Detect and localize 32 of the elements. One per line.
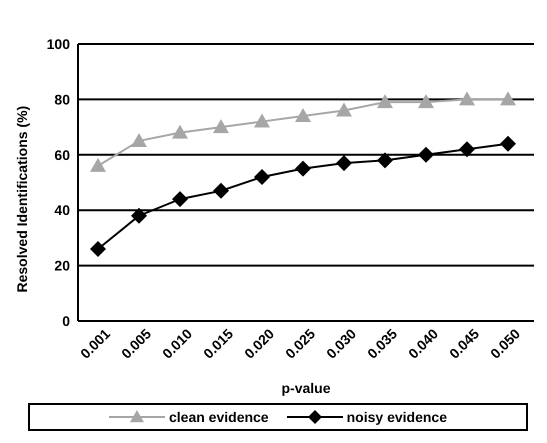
point: [295, 108, 311, 122]
point: [377, 152, 393, 168]
point: [336, 155, 352, 172]
y-tick-label: 60: [54, 146, 70, 163]
point: [90, 158, 106, 172]
point: [377, 94, 393, 108]
point: [213, 182, 229, 199]
point: [172, 191, 188, 208]
y-tick-label: 100: [46, 36, 70, 52]
point: [131, 132, 147, 147]
point: [90, 240, 106, 257]
point: [172, 124, 188, 139]
y-tick-label: 80: [54, 91, 70, 108]
y-tick-label: 40: [54, 202, 70, 218]
point: [131, 208, 147, 224]
y-tick-label: 0: [62, 312, 70, 329]
point: [254, 168, 270, 185]
point: [295, 160, 311, 177]
point: [418, 94, 434, 108]
point: [500, 91, 516, 106]
y-tick-label: 20: [54, 258, 70, 274]
point: [459, 141, 475, 158]
point: [418, 146, 434, 163]
legend-label: clean evidence: [168, 409, 269, 425]
legend-label: noisy evidence: [346, 409, 447, 425]
point: [459, 91, 475, 106]
point: [213, 119, 229, 134]
y-axis-title: Resolved Identifications (%): [14, 106, 30, 292]
point: [500, 136, 516, 152]
point: [336, 102, 352, 116]
x-axis-title: p-value: [281, 380, 331, 396]
point: [254, 114, 270, 128]
